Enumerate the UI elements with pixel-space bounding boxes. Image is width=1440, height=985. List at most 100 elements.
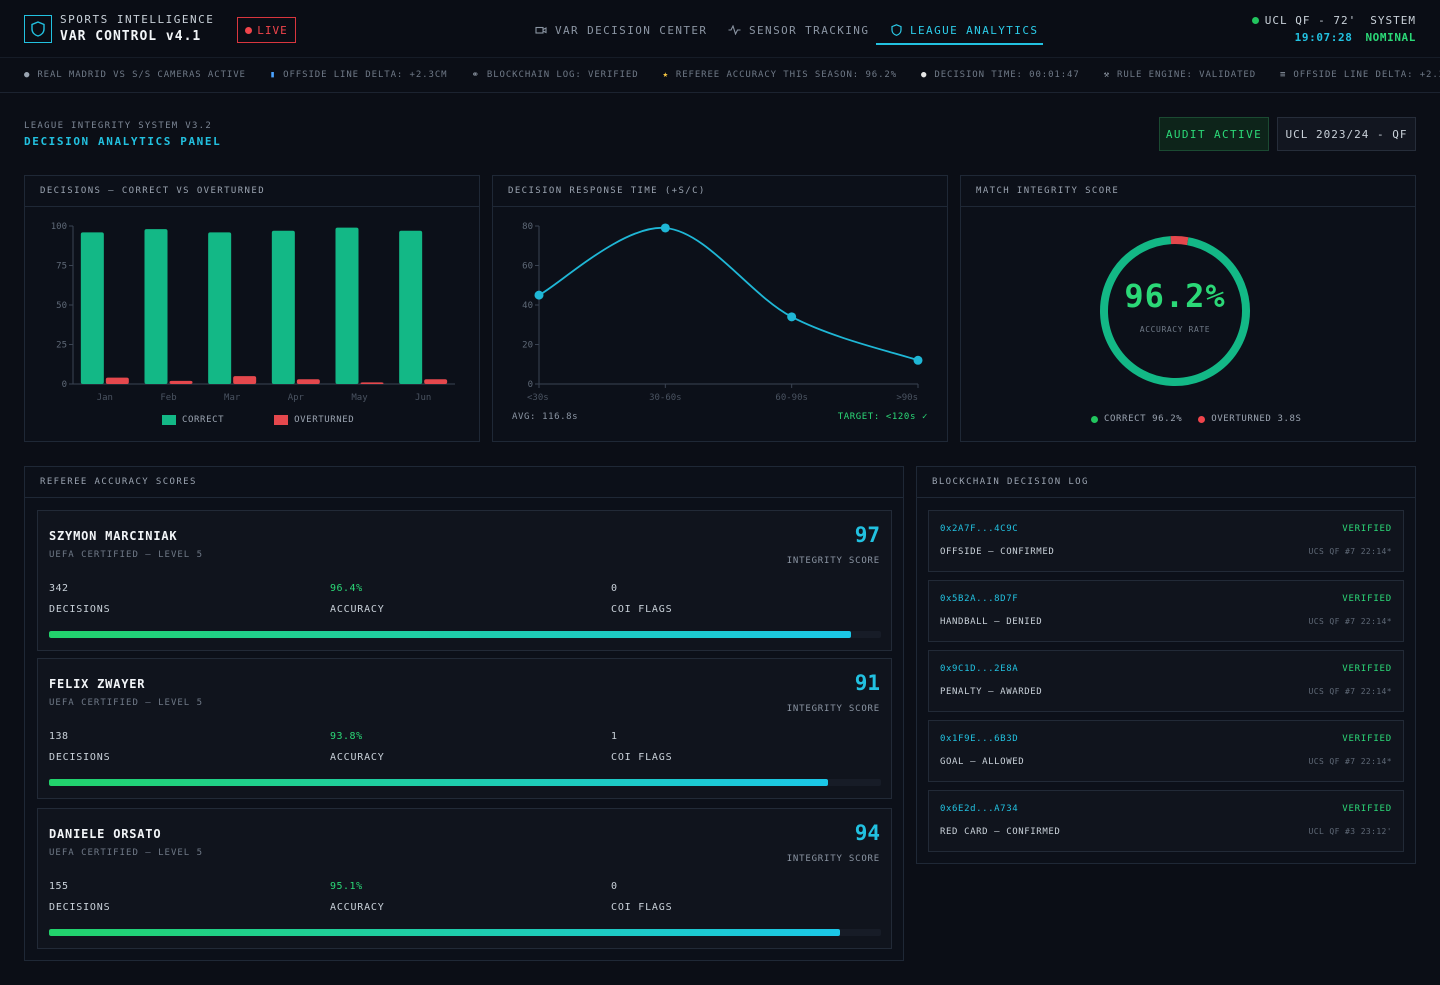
ticker-item: ≡OFFSIDE LINE DELTA: +2.3CM bbox=[1280, 70, 1440, 80]
log-meta: UCS QF #7 22:14* bbox=[1308, 687, 1392, 696]
season-selector[interactable]: UCL 2023/24 - QF bbox=[1277, 117, 1416, 151]
log-entry[interactable]: 0x5B2A...8D7F VERIFIED HANDBALL — DENIED… bbox=[928, 580, 1404, 642]
camera-icon: ● bbox=[24, 70, 31, 80]
coi-label: COI FLAGS bbox=[611, 902, 673, 913]
log-event: RED CARD — CONFIRMED bbox=[940, 827, 1061, 837]
log-entry[interactable]: 0x9C1D...2E8A VERIFIED PENALTY — AWARDED… bbox=[928, 650, 1404, 712]
decisions-value: 138 bbox=[49, 731, 69, 742]
accuracy-progress-fill bbox=[49, 779, 828, 786]
log-meta: UCL QF #3 23:12' bbox=[1308, 827, 1392, 836]
active-tab-indicator bbox=[876, 43, 1043, 45]
data-point bbox=[534, 290, 544, 300]
status-ticker: ● REAL MADRID VS S/S CAMERAS ACTIVE ▮ OFFS… bbox=[0, 58, 1440, 93]
bar-overturned bbox=[169, 380, 193, 384]
accuracy-label: ACCURACY bbox=[330, 752, 385, 763]
decisions-panel: DECISIONS — CORRECT VS OVERTURNED 0 25 50 7… bbox=[24, 175, 480, 442]
camera-icon bbox=[535, 26, 547, 34]
tab-sensor-tracking[interactable]: SENSOR TRACKING bbox=[724, 14, 873, 46]
verified-badge: VERIFIED bbox=[1342, 524, 1392, 534]
y-tick-label: 0 bbox=[62, 380, 67, 390]
accuracy-value: 95.1% bbox=[330, 881, 363, 892]
verified-badge: VERIFIED bbox=[1342, 594, 1392, 604]
legend-item-correct: CORRECT bbox=[162, 415, 224, 425]
referee-certification: UEFA CERTIFIED — LEVEL 5 bbox=[49, 848, 204, 858]
tab-league-analytics[interactable]: LEAGUE ANALYTICS bbox=[887, 14, 1042, 46]
log-hash: 0x2A7F...4C9C bbox=[940, 524, 1019, 534]
integrity-donut-chart bbox=[1100, 236, 1250, 386]
ticker-item: ⚭ BLOCKCHAIN LOG: VERIFIED bbox=[471, 70, 639, 80]
integrity-value: 96.2% bbox=[1124, 277, 1226, 315]
y-tick-label: 100 bbox=[51, 222, 67, 232]
ruler-icon: ≡ bbox=[1280, 70, 1287, 80]
log-entry[interactable]: 0x2A7F...4C9C VERIFIED OFFSIDE — CONFIRM… bbox=[928, 510, 1404, 572]
referee-certification: UEFA CERTIFIED — LEVEL 5 bbox=[49, 698, 204, 708]
y-tick-label: 80 bbox=[522, 222, 533, 232]
log-hash: 0x9C1D...2E8A bbox=[940, 664, 1019, 674]
coi-value: 0 bbox=[611, 583, 618, 594]
chart-icon: ▮ bbox=[269, 70, 277, 80]
panel-title: DECISION RESPONSE TIME (+S/C) bbox=[493, 176, 947, 207]
accuracy-progress-fill bbox=[49, 929, 841, 936]
data-point bbox=[787, 312, 797, 322]
y-tick-label: 0 bbox=[528, 380, 533, 390]
panel-title: BLOCKCHAIN DECISION LOG bbox=[917, 467, 1415, 498]
decisions-label: DECISIONS bbox=[49, 604, 111, 615]
log-entry[interactable]: 0x6E2d...A734 VERIFIED RED CARD — CONFIR… bbox=[928, 790, 1404, 852]
x-tick-label: Jan bbox=[97, 393, 113, 403]
data-point bbox=[913, 355, 923, 365]
referee-card[interactable]: SZYMON MARCINIAK UEFA CERTIFIED — LEVEL … bbox=[37, 510, 892, 651]
accuracy-value: 96.4% bbox=[330, 583, 363, 594]
x-tick-label: Jun bbox=[415, 393, 431, 403]
integrity-score: 94 bbox=[854, 821, 880, 845]
bar-correct bbox=[144, 229, 168, 384]
audit-active-button[interactable]: AUDIT ACTIVE bbox=[1159, 117, 1269, 151]
legend-dot bbox=[1198, 415, 1206, 423]
panel-title: MATCH INTEGRITY SCORE bbox=[961, 176, 1415, 207]
coi-label: COI FLAGS bbox=[611, 604, 673, 615]
tab-label: VAR DECISION CENTER bbox=[555, 23, 708, 37]
referee-card[interactable]: FELIX ZWAYER UEFA CERTIFIED — LEVEL 5 91… bbox=[37, 658, 892, 799]
tab-var-decision-center[interactable]: VAR DECISION CENTER bbox=[531, 14, 711, 46]
accuracy-progress-track bbox=[49, 929, 881, 936]
y-tick-label: 20 bbox=[522, 341, 533, 351]
integrity-score: 91 bbox=[854, 671, 880, 695]
coi-value: 1 bbox=[611, 731, 618, 742]
decisions-value: 342 bbox=[49, 583, 69, 594]
x-tick-label: May bbox=[351, 393, 368, 403]
live-badge[interactable]: LIVE bbox=[237, 17, 296, 43]
match-status: UCL QF - 72' SYSTEM bbox=[1251, 14, 1416, 27]
wrench-icon: ⚒ bbox=[1103, 70, 1111, 80]
bar-correct bbox=[208, 232, 232, 384]
status-dot-icon bbox=[1251, 17, 1259, 24]
log-entry[interactable]: 0x1F9E...6B3D VERIFIED GOAL — ALLOWED UC… bbox=[928, 720, 1404, 782]
accuracy-progress-track bbox=[49, 779, 881, 786]
integrity-score-label: INTEGRITY SCORE bbox=[786, 556, 880, 566]
log-event: HANDBALL — DENIED bbox=[940, 617, 1043, 627]
system-clock: 19:07:28 bbox=[1294, 31, 1353, 44]
x-tick-label: 30-60s bbox=[649, 393, 682, 403]
system-state: NOMINAL bbox=[1365, 31, 1416, 44]
tab-label: LEAGUE ANALYTICS bbox=[910, 23, 1039, 37]
log-meta: UCS QF #7 22:14* bbox=[1308, 617, 1392, 626]
x-tick-label: Apr bbox=[288, 393, 305, 403]
legend-dot bbox=[1091, 415, 1098, 423]
accuracy-progress-track bbox=[49, 631, 881, 638]
log-event: PENALTY — AWARDED bbox=[940, 687, 1043, 697]
log-hash: 0x1F9E...6B3D bbox=[940, 734, 1019, 744]
x-tick-label: 60-90s bbox=[775, 393, 808, 403]
verified-badge: VERIFIED bbox=[1342, 734, 1392, 744]
legend-item-overturned: OVERTURNED 3.8S bbox=[1198, 414, 1301, 424]
bar-overturned bbox=[424, 379, 448, 384]
donut-slice bbox=[1170, 236, 1189, 246]
y-tick-label: 50 bbox=[56, 301, 67, 311]
legend-item-correct: CORRECT 96.2% bbox=[1091, 414, 1182, 424]
target-label: TARGET: <120s ✓ bbox=[837, 412, 928, 422]
y-tick-label: 40 bbox=[522, 301, 533, 311]
decisions-label: DECISIONS bbox=[49, 752, 111, 763]
log-meta: UCS QF #7 22:14* bbox=[1308, 757, 1392, 766]
referee-card[interactable]: DANIELE ORSATO UEFA CERTIFIED — LEVEL 5 … bbox=[37, 808, 892, 949]
clock-icon: ● bbox=[921, 70, 928, 80]
verified-badge: VERIFIED bbox=[1342, 664, 1392, 674]
system-status: 19:07:28 NOMINAL bbox=[1295, 31, 1416, 44]
integrity-legend: CORRECT 96.2% OVERTURNED 3.8S bbox=[1091, 414, 1302, 424]
